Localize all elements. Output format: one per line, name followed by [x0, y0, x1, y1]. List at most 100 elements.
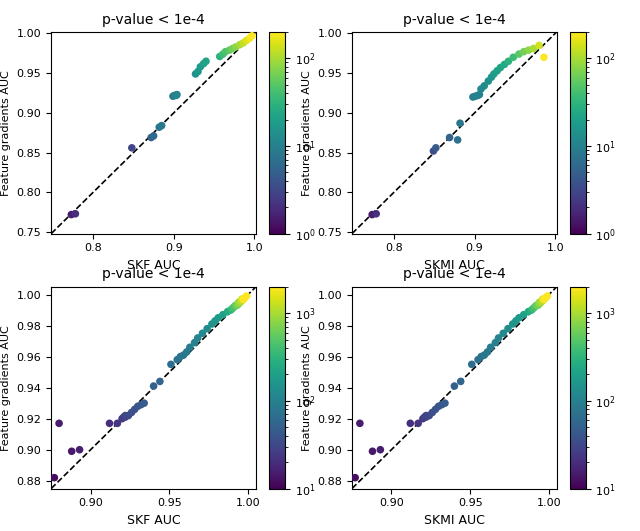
Point: [241, 36, 252, 45]
Point: [148, 382, 159, 390]
Point: [489, 70, 499, 78]
Point: [172, 355, 182, 364]
Point: [486, 73, 497, 81]
Point: [508, 53, 518, 62]
Point: [473, 355, 483, 364]
Point: [120, 413, 131, 422]
Point: [201, 57, 211, 65]
Point: [66, 210, 76, 219]
Point: [470, 92, 481, 100]
Point: [227, 304, 237, 313]
X-axis label: SKF AUC: SKF AUC: [127, 259, 180, 272]
X-axis label: SKF AUC: SKF AUC: [127, 514, 180, 527]
Point: [424, 412, 435, 420]
Point: [493, 333, 504, 342]
Point: [539, 295, 549, 303]
Point: [405, 419, 415, 427]
Point: [467, 360, 477, 369]
Point: [218, 50, 228, 58]
Point: [531, 301, 541, 310]
Point: [155, 377, 165, 386]
Title: p-value < 1e-4: p-value < 1e-4: [102, 13, 205, 27]
Point: [224, 46, 234, 54]
Point: [440, 399, 450, 407]
Point: [539, 53, 549, 62]
Point: [431, 143, 441, 152]
Point: [518, 311, 529, 319]
Point: [418, 414, 428, 423]
Point: [231, 42, 241, 51]
Point: [195, 63, 205, 71]
Point: [436, 400, 447, 409]
Point: [444, 133, 454, 142]
Point: [237, 296, 247, 305]
Point: [54, 419, 64, 427]
Point: [118, 413, 129, 422]
Point: [492, 66, 502, 75]
Point: [534, 299, 545, 308]
X-axis label: SKMI AUC: SKMI AUC: [424, 514, 485, 527]
Point: [527, 306, 537, 314]
Point: [528, 44, 538, 53]
Point: [499, 60, 509, 68]
Point: [413, 419, 423, 427]
Point: [175, 353, 186, 361]
Point: [70, 210, 81, 218]
Point: [120, 412, 131, 420]
Point: [139, 399, 149, 407]
Point: [503, 57, 513, 65]
Point: [172, 90, 182, 99]
Point: [127, 143, 137, 152]
Point: [235, 298, 245, 306]
Point: [157, 122, 167, 130]
Point: [538, 295, 548, 303]
Point: [182, 348, 192, 356]
Point: [226, 306, 236, 314]
Point: [247, 31, 257, 40]
Point: [375, 446, 385, 454]
Point: [207, 320, 217, 328]
Point: [468, 93, 478, 101]
Point: [421, 412, 431, 420]
Point: [524, 46, 534, 54]
Point: [238, 295, 248, 303]
Point: [238, 39, 248, 47]
Point: [508, 320, 518, 328]
Y-axis label: Feature gradients AUC: Feature gradients AUC: [1, 325, 11, 450]
Point: [193, 67, 203, 76]
Title: p-value < 1e-4: p-value < 1e-4: [102, 268, 205, 281]
Point: [518, 47, 529, 56]
Point: [193, 333, 203, 342]
Point: [483, 77, 493, 85]
Point: [449, 382, 460, 390]
Point: [476, 85, 486, 93]
Point: [49, 474, 60, 482]
Point: [542, 292, 552, 301]
Point: [166, 360, 176, 369]
Point: [528, 304, 538, 313]
Point: [218, 311, 228, 319]
Point: [539, 295, 549, 303]
Point: [136, 400, 146, 409]
Point: [511, 316, 521, 325]
Point: [214, 52, 225, 61]
Point: [486, 343, 496, 352]
Point: [197, 329, 207, 338]
Point: [532, 301, 543, 310]
Point: [479, 351, 490, 359]
Point: [220, 47, 230, 56]
Point: [232, 301, 242, 310]
Point: [534, 41, 544, 49]
Title: p-value < 1e-4: p-value < 1e-4: [403, 13, 506, 27]
Point: [530, 303, 540, 311]
Point: [241, 292, 252, 301]
Point: [430, 405, 440, 414]
Point: [168, 92, 178, 100]
Point: [74, 446, 84, 454]
Point: [154, 123, 164, 132]
Point: [235, 40, 245, 49]
Point: [127, 408, 137, 417]
Point: [473, 91, 483, 100]
Point: [371, 210, 381, 218]
Y-axis label: Feature gradients AUC: Feature gradients AUC: [302, 325, 312, 450]
